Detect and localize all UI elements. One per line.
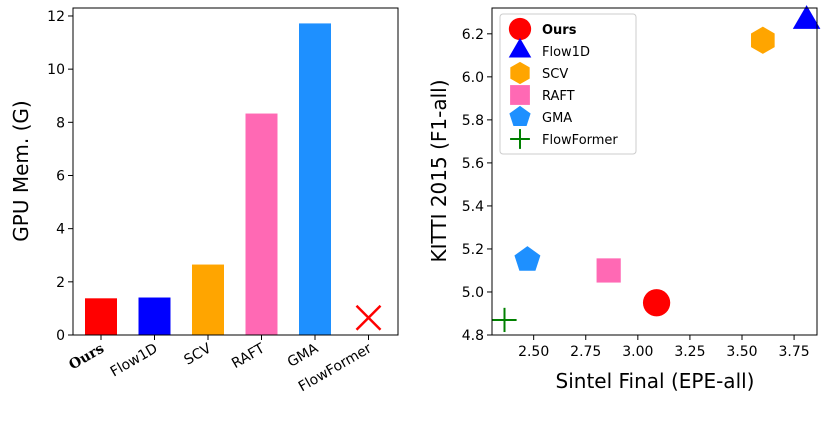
legend-label: FlowFormer [542,133,618,148]
scatter-y-tick-label: 5.2 [462,242,484,258]
flowformer-oom-x-marker [355,304,382,331]
bar-y-tick-label: 6 [56,168,65,184]
bar-y-tick-label: 12 [47,9,65,25]
legend-label: Flow1D [542,45,590,60]
bar-x-tick-label: SCV [182,340,215,368]
scatter-legend: Ours Flow1D SCV RAFT GMA FlowFormer [499,13,637,155]
scatter-y-tick-label: 6.2 [462,27,484,43]
point-scv [751,26,775,54]
bar-x-tick-label: Flow1D [108,341,161,381]
scatter-x-tick-label: 3.00 [622,344,653,360]
scatter-x-tick-label: 3.50 [726,344,757,360]
bar-chart-y-label: GPU Mem. (G) [9,100,33,241]
bar-y-tick-label: 4 [56,222,65,238]
bar-gma [299,23,331,335]
legend-label: SCV [542,67,568,82]
bar-raft [245,113,278,335]
bar-x-tick-label: Ours [66,341,107,374]
scatter-y-tick-label: 5.4 [462,199,484,215]
scatter-x-tick-label: 2.50 [518,344,549,360]
bar-y-tick-label: 10 [47,62,65,78]
scatter-y-tick-label: 5.0 [462,285,484,301]
legend-box [499,13,637,155]
scatter-x-tick-label: 2.75 [570,344,601,360]
scatter-y-tick-label: 5.8 [462,113,484,129]
bar-y-tick-label: 8 [56,115,65,131]
bar-x-tick-label: GMA [285,340,322,370]
scatter-chart-y-label: KITTI 2015 (F1-all) [427,79,451,262]
legend-label: GMA [542,111,572,126]
point-ours [642,289,671,317]
bar-flow1d [138,297,171,335]
point-flow1d [792,5,821,29]
point-gma [514,246,541,271]
scatter-y-tick-label: 6.0 [462,70,484,86]
legend-marker-scv [510,61,530,85]
legend-marker-gma [509,105,531,127]
point-raft [596,258,621,283]
scatter-y-tick-label: 4.8 [462,328,484,344]
scatter-chart-x-label: Sintel Final (EPE-all) [556,369,755,393]
legend-label: Ours [542,23,577,38]
bar-scv [192,264,224,335]
scatter-x-tick-label: 3.75 [778,344,809,360]
bar-x-tick-label: RAFT [229,340,268,372]
legend-marker-flowformer [510,129,530,149]
legend-label: RAFT [542,89,575,104]
scatter-chart-frame [491,7,818,336]
accuracy-scatter-chart: 4.8 5.0 5.2 5.4 5.6 5.8 6.0 6.2 2.50 2.75 3.00 3.2… [427,5,821,393]
bar-y-tick-label: 0 [56,328,65,344]
scatter-x-tick-label: 3.25 [674,344,705,360]
legend-marker-raft [510,85,530,105]
scatter-y-tick-label: 5.6 [462,156,484,172]
legend-marker-flow1d [508,38,532,58]
legend-marker-ours [508,17,532,41]
bar-y-tick-label: 2 [56,275,65,291]
point-flowformer [492,307,517,333]
bar-ours [85,298,117,335]
bar-chart-frame [72,7,399,336]
